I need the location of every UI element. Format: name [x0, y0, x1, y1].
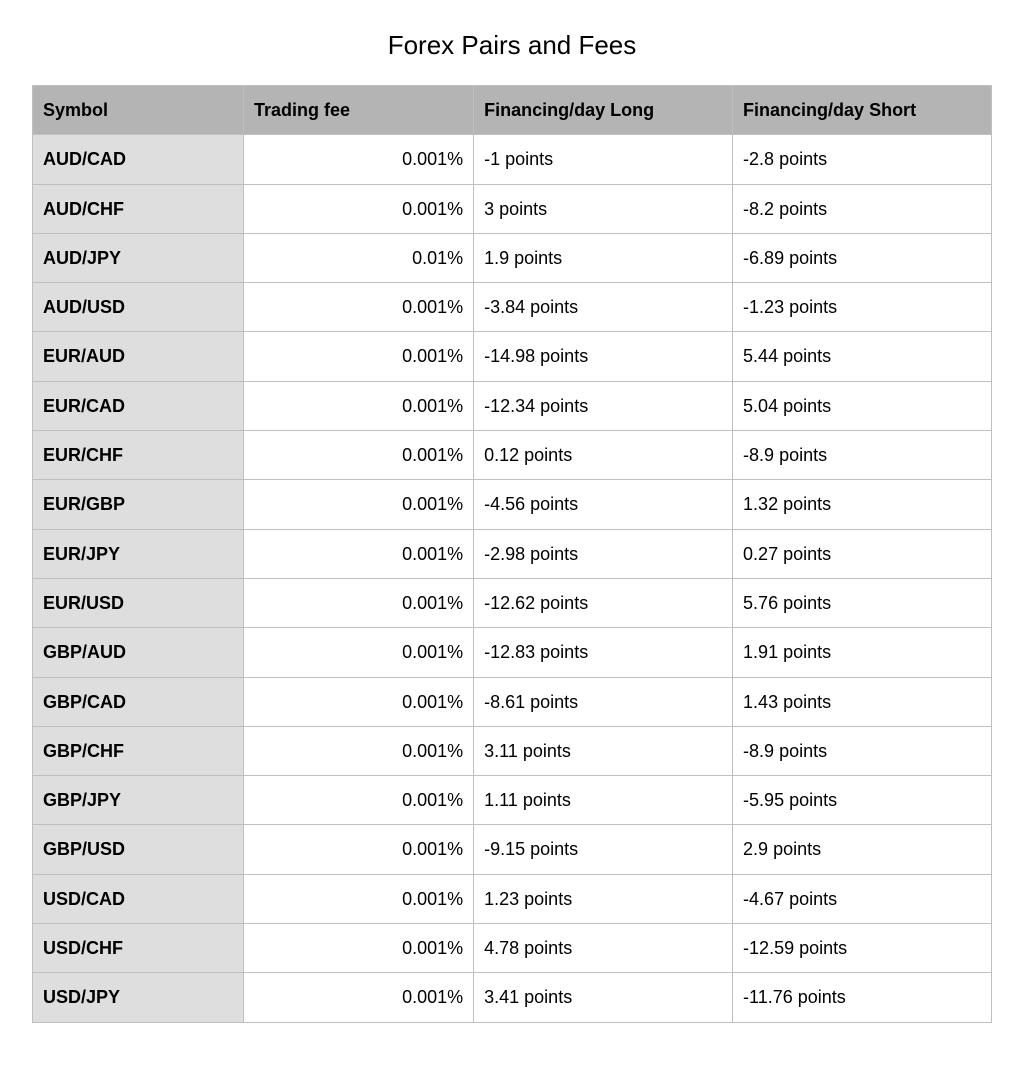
- col-long: Financing/day Long: [474, 86, 733, 135]
- cell-symbol: GBP/USD: [33, 825, 244, 874]
- cell-short: -2.8 points: [733, 135, 992, 184]
- cell-symbol: GBP/CAD: [33, 677, 244, 726]
- cell-short: -1.23 points: [733, 283, 992, 332]
- cell-symbol: GBP/JPY: [33, 776, 244, 825]
- cell-short: 5.04 points: [733, 381, 992, 430]
- cell-fee: 0.001%: [243, 480, 473, 529]
- cell-fee: 0.001%: [243, 677, 473, 726]
- cell-long: -3.84 points: [474, 283, 733, 332]
- cell-fee: 0.001%: [243, 776, 473, 825]
- cell-symbol: EUR/GBP: [33, 480, 244, 529]
- table-row: GBP/USD0.001%-9.15 points2.9 points: [33, 825, 992, 874]
- cell-long: -12.34 points: [474, 381, 733, 430]
- table-row: USD/CHF0.001%4.78 points-12.59 points: [33, 924, 992, 973]
- cell-long: -9.15 points: [474, 825, 733, 874]
- cell-long: -12.83 points: [474, 628, 733, 677]
- cell-symbol: AUD/USD: [33, 283, 244, 332]
- cell-long: 3.41 points: [474, 973, 733, 1022]
- cell-short: -11.76 points: [733, 973, 992, 1022]
- table-row: EUR/GBP0.001%-4.56 points1.32 points: [33, 480, 992, 529]
- cell-symbol: GBP/CHF: [33, 726, 244, 775]
- cell-symbol: USD/JPY: [33, 973, 244, 1022]
- table-row: USD/JPY0.001%3.41 points-11.76 points: [33, 973, 992, 1022]
- cell-symbol: EUR/CHF: [33, 431, 244, 480]
- table-header-row: Symbol Trading fee Financing/day Long Fi…: [33, 86, 992, 135]
- table-row: GBP/CHF0.001%3.11 points-8.9 points: [33, 726, 992, 775]
- cell-fee: 0.001%: [243, 726, 473, 775]
- table-row: EUR/USD0.001%-12.62 points5.76 points: [33, 578, 992, 627]
- table-row: AUD/USD0.001%-3.84 points-1.23 points: [33, 283, 992, 332]
- cell-fee: 0.001%: [243, 184, 473, 233]
- cell-short: 2.9 points: [733, 825, 992, 874]
- cell-fee: 0.01%: [243, 233, 473, 282]
- cell-long: -2.98 points: [474, 529, 733, 578]
- cell-fee: 0.001%: [243, 924, 473, 973]
- cell-symbol: EUR/USD: [33, 578, 244, 627]
- col-symbol: Symbol: [33, 86, 244, 135]
- cell-short: 5.44 points: [733, 332, 992, 381]
- forex-table: Symbol Trading fee Financing/day Long Fi…: [32, 85, 992, 1023]
- col-short: Financing/day Short: [733, 86, 992, 135]
- table-row: AUD/CAD0.001%-1 points-2.8 points: [33, 135, 992, 184]
- cell-long: 1.9 points: [474, 233, 733, 282]
- cell-short: -8.2 points: [733, 184, 992, 233]
- table-row: EUR/JPY0.001%-2.98 points0.27 points: [33, 529, 992, 578]
- cell-fee: 0.001%: [243, 973, 473, 1022]
- cell-long: -12.62 points: [474, 578, 733, 627]
- cell-short: 1.91 points: [733, 628, 992, 677]
- cell-symbol: EUR/CAD: [33, 381, 244, 430]
- cell-symbol: USD/CAD: [33, 874, 244, 923]
- cell-fee: 0.001%: [243, 628, 473, 677]
- cell-long: -8.61 points: [474, 677, 733, 726]
- page-title: Forex Pairs and Fees: [32, 30, 992, 61]
- cell-fee: 0.001%: [243, 874, 473, 923]
- table-row: AUD/JPY0.01%1.9 points-6.89 points: [33, 233, 992, 282]
- cell-fee: 0.001%: [243, 381, 473, 430]
- cell-long: -4.56 points: [474, 480, 733, 529]
- cell-long: 1.23 points: [474, 874, 733, 923]
- cell-long: 0.12 points: [474, 431, 733, 480]
- cell-long: -14.98 points: [474, 332, 733, 381]
- cell-short: -12.59 points: [733, 924, 992, 973]
- cell-long: 3.11 points: [474, 726, 733, 775]
- cell-short: -8.9 points: [733, 431, 992, 480]
- cell-fee: 0.001%: [243, 283, 473, 332]
- col-fee: Trading fee: [243, 86, 473, 135]
- cell-symbol: EUR/AUD: [33, 332, 244, 381]
- cell-short: -8.9 points: [733, 726, 992, 775]
- cell-short: 5.76 points: [733, 578, 992, 627]
- table-row: AUD/CHF0.001%3 points-8.2 points: [33, 184, 992, 233]
- cell-long: 4.78 points: [474, 924, 733, 973]
- table-row: GBP/AUD0.001%-12.83 points1.91 points: [33, 628, 992, 677]
- cell-symbol: USD/CHF: [33, 924, 244, 973]
- cell-symbol: AUD/CHF: [33, 184, 244, 233]
- table-row: USD/CAD0.001%1.23 points-4.67 points: [33, 874, 992, 923]
- cell-fee: 0.001%: [243, 825, 473, 874]
- cell-symbol: AUD/CAD: [33, 135, 244, 184]
- table-row: EUR/CHF0.001%0.12 points-8.9 points: [33, 431, 992, 480]
- cell-fee: 0.001%: [243, 578, 473, 627]
- cell-long: 1.11 points: [474, 776, 733, 825]
- cell-fee: 0.001%: [243, 431, 473, 480]
- cell-short: 1.32 points: [733, 480, 992, 529]
- table-row: EUR/AUD0.001%-14.98 points5.44 points: [33, 332, 992, 381]
- cell-short: -5.95 points: [733, 776, 992, 825]
- cell-short: 1.43 points: [733, 677, 992, 726]
- table-row: GBP/CAD0.001%-8.61 points1.43 points: [33, 677, 992, 726]
- cell-symbol: GBP/AUD: [33, 628, 244, 677]
- table-row: GBP/JPY0.001%1.11 points-5.95 points: [33, 776, 992, 825]
- cell-symbol: AUD/JPY: [33, 233, 244, 282]
- table-row: EUR/CAD0.001%-12.34 points5.04 points: [33, 381, 992, 430]
- cell-fee: 0.001%: [243, 135, 473, 184]
- cell-long: -1 points: [474, 135, 733, 184]
- cell-long: 3 points: [474, 184, 733, 233]
- cell-short: 0.27 points: [733, 529, 992, 578]
- cell-short: -4.67 points: [733, 874, 992, 923]
- cell-fee: 0.001%: [243, 529, 473, 578]
- cell-fee: 0.001%: [243, 332, 473, 381]
- cell-short: -6.89 points: [733, 233, 992, 282]
- cell-symbol: EUR/JPY: [33, 529, 244, 578]
